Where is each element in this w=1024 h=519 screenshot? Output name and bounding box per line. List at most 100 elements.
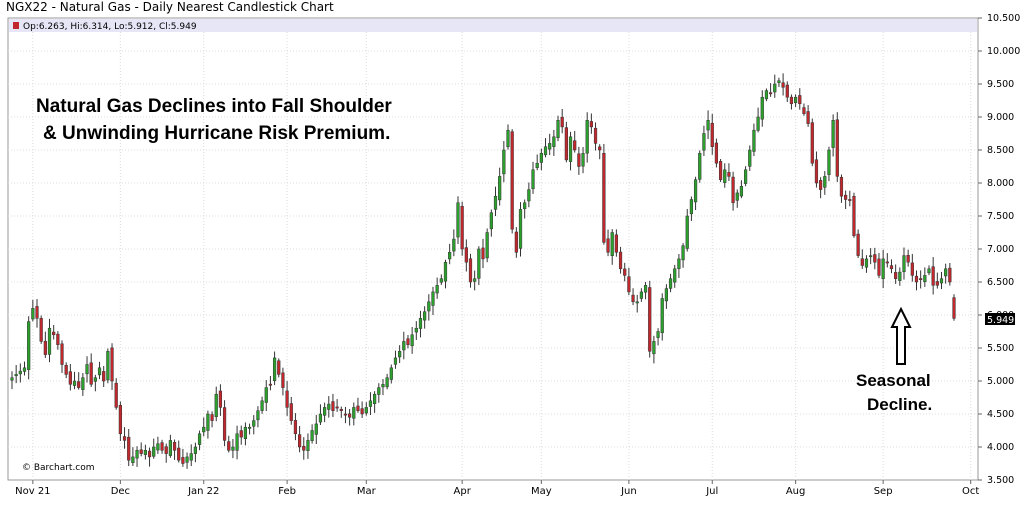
seasonal-line2: Decline. bbox=[867, 395, 932, 414]
candle-body-down bbox=[127, 436, 131, 461]
candle bbox=[785, 81, 789, 103]
candle-body-down bbox=[147, 450, 152, 458]
candle bbox=[618, 246, 623, 274]
candle-body-up bbox=[14, 374, 18, 377]
candle bbox=[427, 294, 431, 321]
candle-body-up bbox=[206, 413, 210, 431]
candle-body-up bbox=[902, 255, 906, 273]
candle bbox=[510, 129, 514, 234]
candle-body-up bbox=[85, 364, 89, 375]
candle-body-up bbox=[393, 357, 398, 365]
candle-body-up bbox=[752, 129, 756, 152]
candle bbox=[185, 452, 189, 469]
ohlc-legend-swatch bbox=[13, 22, 19, 29]
candle-body-down bbox=[906, 255, 910, 263]
candle-body-up bbox=[735, 192, 739, 201]
candle bbox=[381, 379, 385, 396]
candle-body-down bbox=[302, 445, 306, 451]
candle bbox=[122, 427, 127, 449]
candle-body-up bbox=[664, 288, 669, 302]
annotation-line1: Natural Gas Declines into Fall Shoulder bbox=[36, 96, 392, 117]
candle-body-up bbox=[22, 367, 27, 372]
candle bbox=[289, 396, 293, 425]
candle-body-up bbox=[135, 450, 139, 459]
candle-body-up bbox=[923, 275, 927, 283]
candle bbox=[252, 415, 256, 435]
candle-body-down bbox=[102, 371, 106, 382]
candle bbox=[164, 443, 168, 463]
candle bbox=[873, 247, 877, 270]
x-tick-label: Jun bbox=[620, 486, 637, 497]
candle-body-up bbox=[193, 446, 198, 454]
candle-body-up bbox=[435, 285, 439, 294]
y-tick-label: 3.500 bbox=[987, 475, 1014, 486]
candle-body-down bbox=[339, 408, 343, 411]
candle bbox=[393, 350, 398, 369]
candle bbox=[589, 113, 593, 134]
candle-body-up bbox=[693, 179, 698, 203]
candle bbox=[285, 381, 289, 416]
candle-body-down bbox=[819, 180, 823, 190]
candle-body-down bbox=[356, 405, 360, 411]
candle-body-down bbox=[810, 122, 814, 164]
candle bbox=[93, 374, 97, 392]
candle bbox=[143, 444, 147, 460]
candle bbox=[543, 138, 548, 158]
candle bbox=[314, 414, 318, 445]
candle bbox=[110, 343, 114, 390]
candle bbox=[598, 144, 602, 160]
candle bbox=[677, 254, 681, 278]
candle bbox=[352, 402, 356, 426]
candle bbox=[477, 246, 481, 286]
candle-body-up bbox=[106, 351, 110, 381]
candle bbox=[260, 396, 264, 414]
candle-body-up bbox=[543, 146, 548, 156]
candle-body-down bbox=[785, 84, 789, 98]
candle bbox=[864, 255, 869, 273]
candle bbox=[152, 438, 156, 459]
candle-body-up bbox=[18, 370, 22, 375]
candle-body-down bbox=[277, 360, 281, 375]
candle-body-up bbox=[673, 268, 677, 283]
candle bbox=[660, 293, 664, 341]
candle-body-up bbox=[939, 278, 944, 284]
candle-body-up bbox=[377, 387, 381, 395]
candle bbox=[127, 428, 131, 467]
candle bbox=[243, 422, 248, 446]
candle-body-up bbox=[381, 384, 385, 388]
candle bbox=[402, 331, 406, 360]
candle-body-up bbox=[668, 278, 673, 289]
candle bbox=[60, 340, 64, 373]
candle-body-down bbox=[164, 446, 168, 454]
candle bbox=[210, 411, 214, 428]
candle bbox=[406, 335, 410, 349]
candle-body-up bbox=[535, 162, 539, 169]
candle bbox=[593, 122, 598, 151]
candle-body-up bbox=[831, 120, 835, 148]
candle bbox=[22, 361, 27, 376]
candle-body-down bbox=[948, 267, 952, 283]
candle bbox=[764, 88, 769, 102]
candle bbox=[102, 366, 106, 387]
candle-body-up bbox=[794, 96, 798, 104]
y-tick-label: 4.000 bbox=[987, 442, 1014, 453]
candle bbox=[318, 404, 323, 426]
candle bbox=[485, 228, 489, 263]
candle bbox=[702, 125, 706, 156]
candle-body-up bbox=[756, 116, 760, 131]
candle bbox=[869, 248, 873, 265]
candle-body-down bbox=[406, 338, 410, 345]
candle bbox=[573, 130, 577, 153]
candle bbox=[902, 247, 906, 280]
candle bbox=[410, 327, 414, 354]
candle-body-down bbox=[52, 331, 56, 336]
candle-body-up bbox=[585, 120, 589, 154]
candle bbox=[698, 150, 702, 183]
candle-body-down bbox=[343, 413, 348, 416]
y-tick-label: 7.500 bbox=[987, 211, 1014, 222]
candle-body-up bbox=[327, 403, 331, 410]
candle-body-up bbox=[185, 456, 189, 463]
x-tick-label: Oct bbox=[962, 486, 979, 497]
y-tick-label: 6.500 bbox=[987, 277, 1014, 288]
